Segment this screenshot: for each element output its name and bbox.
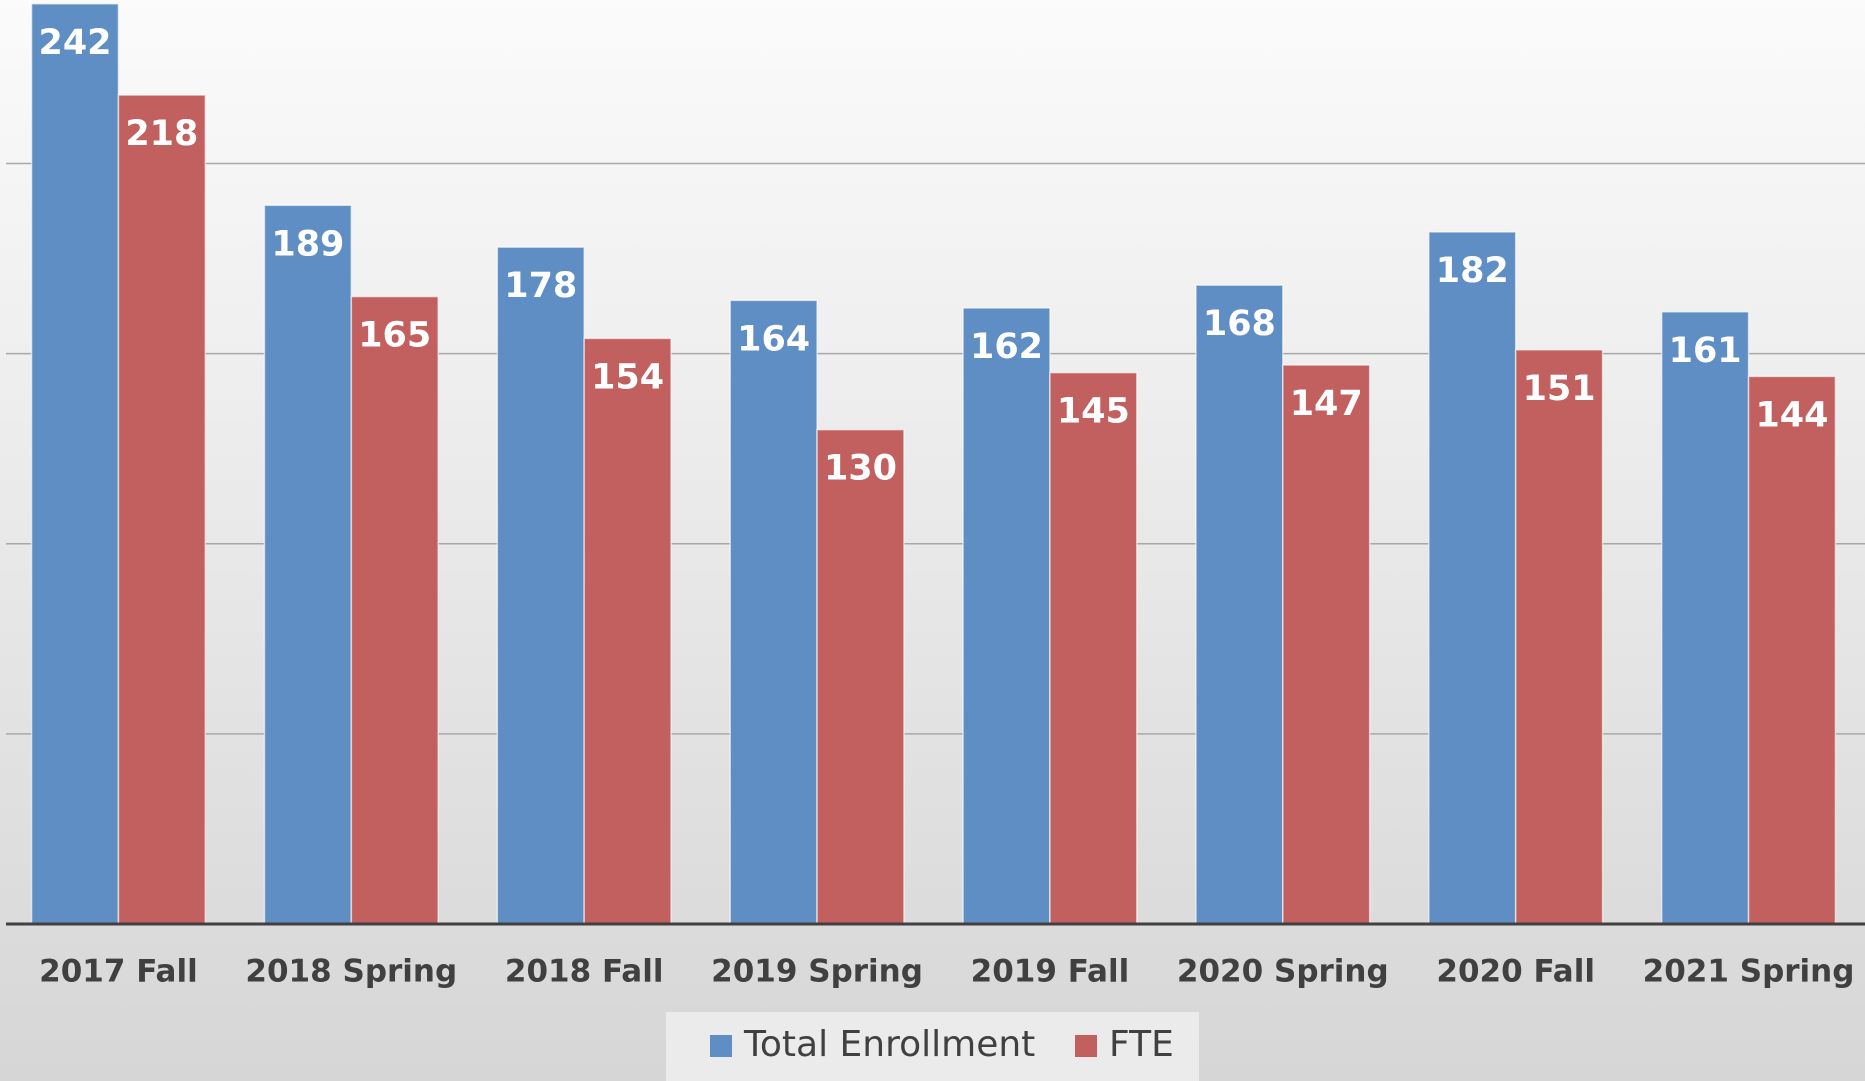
bar bbox=[117, 94, 207, 925]
bar bbox=[1660, 311, 1750, 925]
data-label: 165 bbox=[358, 316, 431, 356]
bar bbox=[816, 428, 905, 925]
x-tick-label: 2019 Fall bbox=[971, 954, 1130, 990]
bar bbox=[350, 295, 439, 925]
legend-label: FTE bbox=[1109, 1024, 1174, 1065]
data-label: 130 bbox=[824, 449, 897, 489]
data-label: 161 bbox=[1669, 331, 1742, 371]
bar bbox=[1428, 231, 1517, 925]
data-label: 162 bbox=[970, 327, 1043, 367]
data-label: 154 bbox=[591, 357, 664, 397]
data-label: 242 bbox=[38, 23, 111, 63]
legend-label: Total Enrollment bbox=[743, 1024, 1035, 1065]
data-label: 168 bbox=[1203, 304, 1276, 344]
x-tick-label: 2020 Spring bbox=[1177, 954, 1389, 990]
legend-swatch bbox=[710, 1035, 732, 1057]
data-label: 189 bbox=[271, 224, 344, 264]
data-label: 182 bbox=[1436, 251, 1509, 291]
data-label: 147 bbox=[1290, 384, 1363, 424]
bar bbox=[1049, 371, 1138, 925]
x-tick-label: 2018 Fall bbox=[505, 954, 664, 990]
legend-swatch bbox=[1075, 1035, 1097, 1057]
x-tick-label: 2020 Fall bbox=[1436, 954, 1595, 990]
bar bbox=[496, 246, 585, 925]
bar bbox=[583, 337, 672, 925]
bar bbox=[1282, 364, 1371, 925]
data-label: 164 bbox=[737, 319, 810, 359]
bar bbox=[30, 3, 120, 925]
data-label: 145 bbox=[1057, 392, 1130, 432]
x-tick-label: 2018 Spring bbox=[245, 954, 457, 990]
bar bbox=[1514, 349, 1604, 925]
bar bbox=[1747, 375, 1837, 925]
data-label: 144 bbox=[1755, 395, 1828, 435]
data-label: 178 bbox=[504, 266, 577, 306]
bar bbox=[263, 204, 353, 925]
data-label: 218 bbox=[125, 114, 198, 154]
legend-box bbox=[666, 1012, 1199, 1081]
bar bbox=[962, 307, 1051, 925]
bar bbox=[729, 299, 818, 925]
bar bbox=[1195, 284, 1284, 925]
data-label: 151 bbox=[1523, 369, 1596, 409]
x-tick-label: 2019 Spring bbox=[711, 954, 923, 990]
x-tick-label: 2017 Fall bbox=[39, 954, 198, 990]
x-tick-label: 2021 Spring bbox=[1643, 954, 1855, 990]
